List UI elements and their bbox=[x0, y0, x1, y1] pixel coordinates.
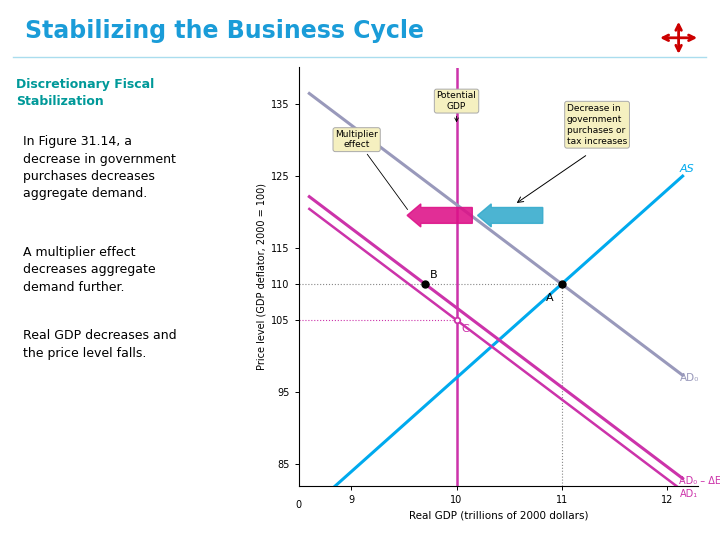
Text: A: A bbox=[546, 293, 553, 302]
FancyArrow shape bbox=[407, 204, 472, 227]
Text: B: B bbox=[431, 271, 438, 280]
Text: AD₀: AD₀ bbox=[680, 373, 699, 383]
Text: Potential
GDP: Potential GDP bbox=[436, 91, 477, 122]
Text: AS: AS bbox=[680, 164, 694, 174]
Text: Stabilizing the Business Cycle: Stabilizing the Business Cycle bbox=[25, 19, 424, 43]
Text: A multiplier effect
decreases aggregate
demand further.: A multiplier effect decreases aggregate … bbox=[23, 246, 156, 294]
X-axis label: Real GDP (trillions of 2000 dollars): Real GDP (trillions of 2000 dollars) bbox=[409, 511, 588, 521]
Text: Multiplier
effect: Multiplier effect bbox=[336, 130, 408, 210]
Text: In Figure 31.14, a
decrease in government
purchases decreases
aggregate demand.: In Figure 31.14, a decrease in governmen… bbox=[23, 135, 176, 200]
Text: AD₀ – ΔE: AD₀ – ΔE bbox=[680, 476, 720, 486]
Text: C: C bbox=[462, 323, 469, 334]
Text: Real GDP decreases and
the price level falls.: Real GDP decreases and the price level f… bbox=[23, 329, 176, 360]
Y-axis label: Price level (GDP deflator, 2000 = 100): Price level (GDP deflator, 2000 = 100) bbox=[257, 183, 267, 370]
Text: AD₁: AD₁ bbox=[680, 489, 698, 498]
Text: Decrease in
government
purchases or
tax increases: Decrease in government purchases or tax … bbox=[567, 104, 627, 146]
FancyArrow shape bbox=[477, 204, 543, 227]
Text: 0: 0 bbox=[296, 501, 302, 510]
Text: Discretionary Fiscal
Stabilization: Discretionary Fiscal Stabilization bbox=[16, 78, 154, 108]
